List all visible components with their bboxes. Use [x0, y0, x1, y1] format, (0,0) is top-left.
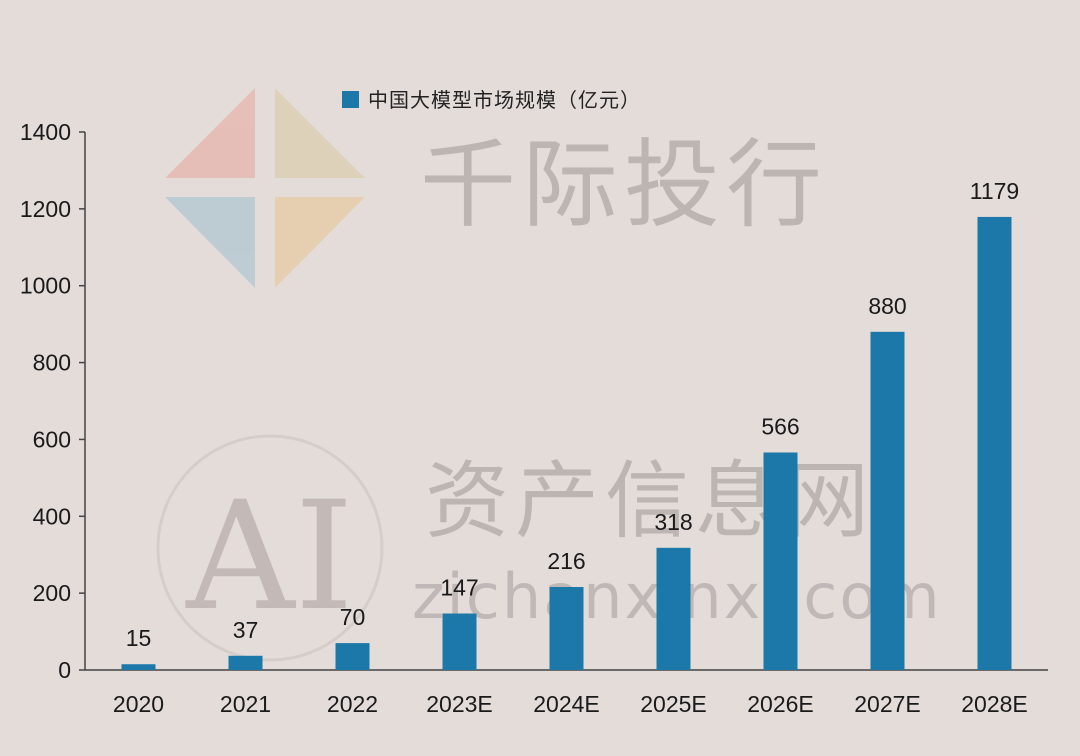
x-tick-label-2024E: 2024E: [533, 691, 600, 717]
data-labels: 15 37 70 147 216 318 566 880 1179: [126, 178, 1020, 651]
x-axis-ticks: 2020 2021 2022 2023E 2024E 2025E 2026E 2027E 202…: [113, 691, 1028, 717]
watermark-brand-mid: 资产信息网: [425, 452, 875, 550]
y-tick-label: 1000: [20, 273, 71, 299]
legend-swatch: [342, 91, 359, 108]
y-tick-label: 400: [33, 503, 71, 529]
bar-2021: [228, 655, 263, 670]
x-tick-label-2021: 2021: [220, 691, 271, 717]
x-tick-label-2026E: 2026E: [747, 691, 814, 717]
watermark-logo-icon: [165, 88, 365, 288]
data-label-2024E: 216: [547, 548, 585, 574]
data-label-2020: 15: [126, 625, 152, 651]
x-tick-label-2028E: 2028E: [961, 691, 1028, 717]
bar-2020: [121, 664, 156, 670]
data-label-2025E: 318: [654, 509, 692, 535]
x-tick-label-2025E: 2025E: [640, 691, 707, 717]
bar-2026E: [763, 452, 798, 670]
legend-label: 中国大模型市场规模（亿元）: [368, 88, 641, 112]
y-tick-label: 200: [33, 580, 71, 606]
data-label-2022: 70: [340, 604, 366, 630]
legend: 中国大模型市场规模（亿元）: [342, 88, 641, 112]
bar-2022: [335, 643, 370, 670]
bar-series: [121, 216, 1012, 671]
watermark-brand-top: 千际投行: [420, 129, 828, 241]
y-tick-label: 1200: [20, 196, 71, 222]
y-axis-ticks: 0 200 400 600 800 1000 1200 1400: [20, 119, 85, 683]
data-label-2023E: 147: [440, 575, 478, 601]
data-label-2021: 37: [233, 617, 259, 643]
y-tick-label: 0: [58, 657, 71, 683]
watermark-seal-icon: AI: [156, 434, 384, 662]
x-tick-label-2023E: 2023E: [426, 691, 493, 717]
bar-2024E: [549, 586, 584, 670]
bar-2023E: [442, 613, 477, 670]
data-label-2027E: 880: [868, 293, 906, 319]
data-label-2026E: 566: [761, 413, 799, 439]
bar-2028E: [977, 216, 1012, 671]
y-tick-label: 600: [33, 426, 71, 452]
x-tick-label-2022: 2022: [327, 691, 378, 717]
bar-2025E: [656, 547, 691, 670]
data-label-2028E: 1179: [970, 178, 1019, 204]
bar-2027E: [870, 331, 905, 670]
y-tick-label: 800: [33, 350, 71, 376]
x-tick-label-2020: 2020: [113, 691, 164, 717]
x-tick-label-2027E: 2027E: [854, 691, 921, 717]
y-tick-label: 1400: [20, 119, 71, 145]
watermark-seal-text: AI: [185, 470, 354, 644]
